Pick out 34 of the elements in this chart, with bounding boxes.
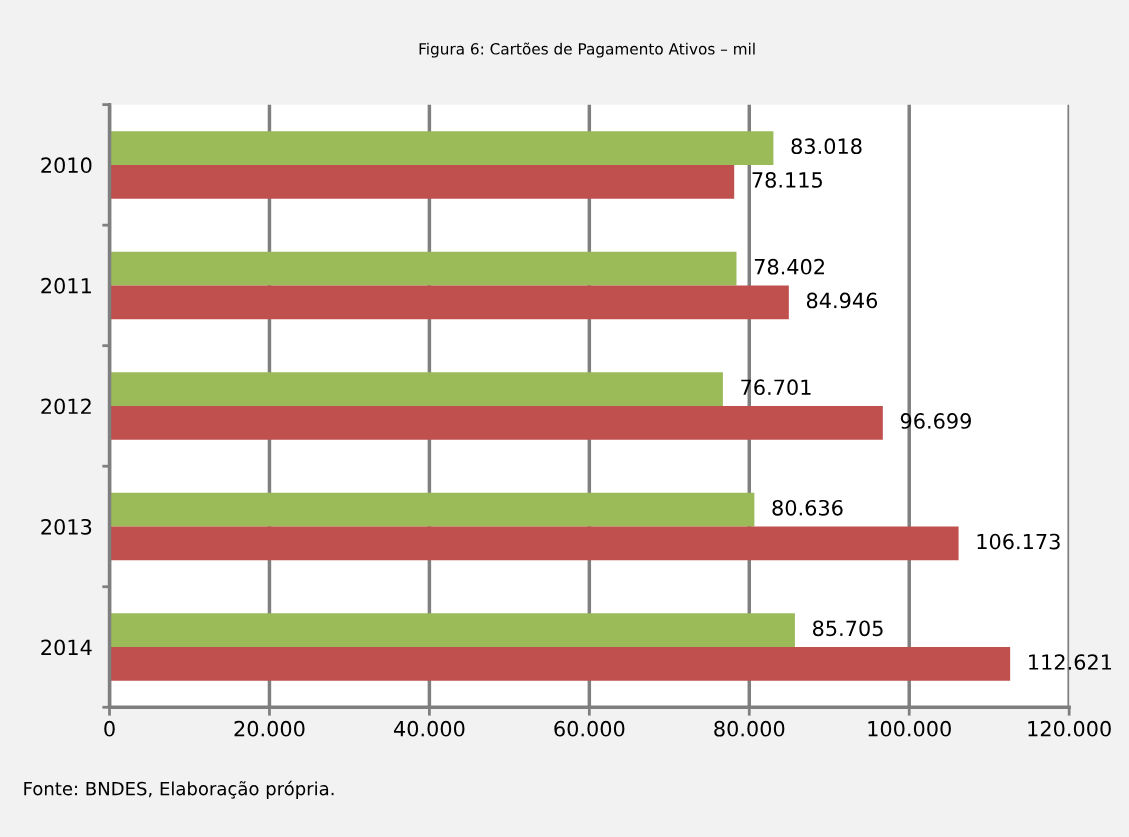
x-tick-label: 100.000 <box>868 720 951 737</box>
data-label: 106.173 <box>977 533 1060 550</box>
bar <box>109 372 723 406</box>
data-label: 78.115 <box>752 172 822 188</box>
y-tick-label: 2013 <box>41 518 92 535</box>
y-tick-label: 2010 <box>41 157 92 174</box>
bar <box>109 526 959 561</box>
data-label: 112.621 <box>1029 654 1112 670</box>
data-label: 85.705 <box>812 620 883 637</box>
y-tick-label: 2011 <box>41 277 91 294</box>
data-label: 84.946 <box>806 292 878 309</box>
bar <box>109 492 755 527</box>
bar <box>109 164 735 199</box>
bar <box>109 131 774 165</box>
source-note: Fonte: BNDES, Elaboração própria. <box>24 780 334 799</box>
chart-title: Figura 6: Cartões de Pagamento Ativos – mil <box>419 42 755 58</box>
bar <box>109 251 737 286</box>
data-label: 96.699 <box>900 413 971 429</box>
x-tick-label: 60.000 <box>554 720 625 737</box>
x-tick-label: 0 <box>104 720 115 737</box>
bar <box>109 647 1011 681</box>
x-tick-label: 40.000 <box>393 720 465 737</box>
x-tick-label: 120.000 <box>1028 720 1111 737</box>
x-tick-label: 20.000 <box>234 720 305 737</box>
bar <box>109 613 795 647</box>
data-label: 80.636 <box>772 499 843 516</box>
data-label: 83.018 <box>791 138 862 155</box>
y-tick-label: 2014 <box>41 639 92 656</box>
x-tick-label: 80.000 <box>714 720 785 737</box>
y-tick-label: 2012 <box>41 398 91 415</box>
bar <box>109 405 883 440</box>
data-label: 76.701 <box>741 379 811 396</box>
bar <box>109 285 789 320</box>
data-label: 78.402 <box>754 258 824 275</box>
